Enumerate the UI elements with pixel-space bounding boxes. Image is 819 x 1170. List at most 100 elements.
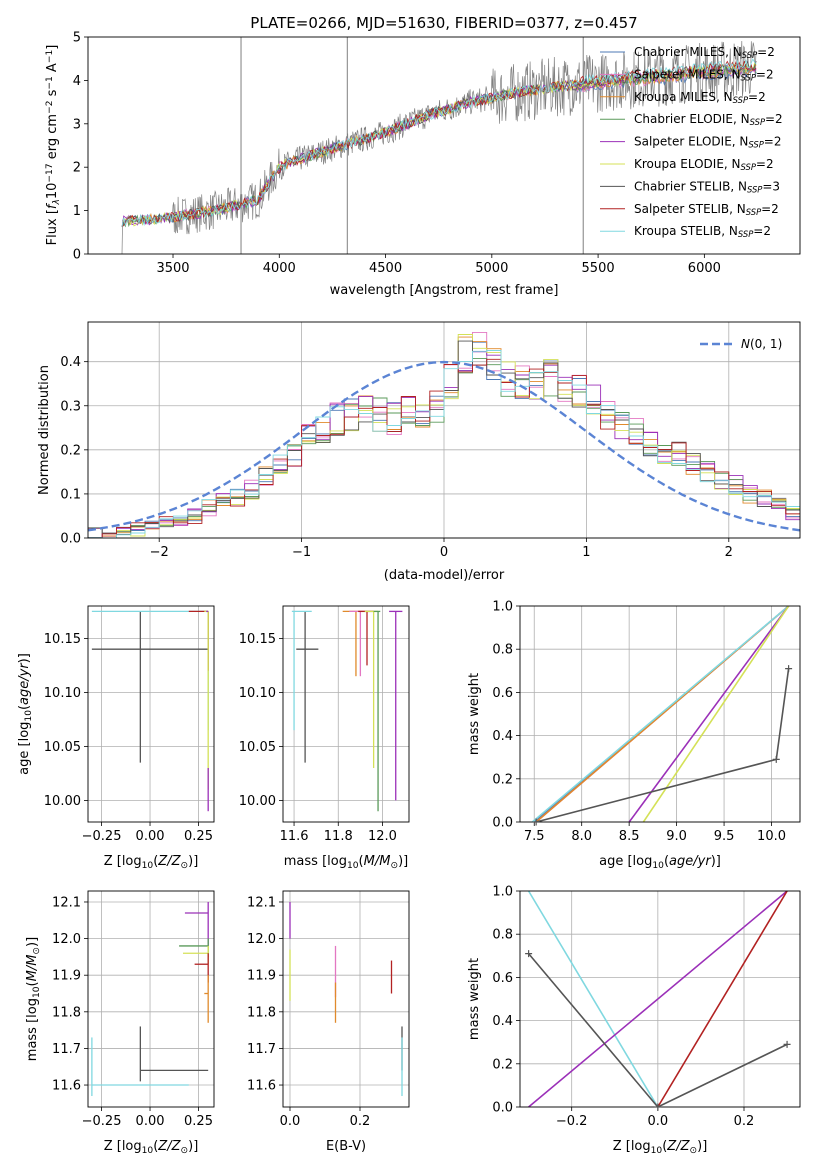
mass_vs_ebv-ytick-label: 11.7 [247,1042,276,1057]
mass_weight_vs_age-xtick-label: 10.0 [757,829,786,844]
figure-title: PLATE=0266, MJD=51630, FIBERID=0377, z=0… [250,14,637,32]
mass_weight_vs_age-axes: 7.5 8.0 8.5 9.0 9.5 10.0 0.0 0.2 0.4 0.6 0.8 1.0 [492,600,801,844]
mass_vs_ebv-xtick-label: 0.0 [280,1114,301,1129]
mass_weight_vs_age-ytick-label: 1.0 [492,600,513,615]
mass_weight_vs_age-xtick-label: 8.0 [571,829,592,844]
mass_weight_vs_age-xtick-label: 9.5 [714,829,735,844]
mass_weight_vs_Z-ylabel: mass weight [467,958,482,1040]
mass_weight_vs_Z-xtick-label: 0.0 [648,1114,669,1129]
legend-entry: Salpeter ELODIE, NSSP=2 [634,135,782,150]
residuals-xtick-label: 0 [440,545,448,560]
spectrum-model-line [121,58,757,227]
residuals-ytick-label: 0.4 [60,355,81,370]
legend-entry: Kroupa ELODIE, NSSP=2 [634,157,774,172]
mass_weight_vs_age-xtick-label: 7.5 [524,829,545,844]
spectrum-xtick-label: 5000 [475,261,508,276]
mass_weight_vs_Z-xtick-label: −0.2 [556,1114,588,1129]
age_vs_Z-xlabel: Z [log10(Z/Z⊙)] [104,854,199,871]
weight-line [531,606,790,822]
age_vs_Z-plot-area [91,610,209,812]
age_vs_Z-ytick-label: 10.00 [44,794,81,809]
spectrum-axes: 3500 4000 4500 5000 5500 6000 0 1 2 3 4 5 Chabrier M… [73,31,801,276]
age_vs_Z-ytick-label: 10.15 [44,632,81,647]
mass_weight_vs_age-ytick-label: 0.6 [492,686,513,701]
residuals-ytick-label: 0.1 [60,487,81,502]
spectrum-ytick-label: 3 [73,117,81,132]
mass_weight_vs_age-ytick-label: 0.8 [492,643,513,658]
spectrum-xtick-label: 6000 [688,261,721,276]
age_vs_Z-ytick-label: 10.05 [44,740,81,755]
mass_vs_Z-ylabel: mass [log10(M/M⊙)] [25,937,42,1061]
age_vs_Z-ylabel: age [log10(age/yr)] [17,653,34,775]
residuals-frame [87,321,801,539]
weight-line [642,606,790,822]
mass_vs_Z-ytick-label: 12.1 [52,895,81,910]
age_vs_Z-xtick-label: −0.25 [82,829,122,844]
mass_vs_ebv-ytick-label: 12.1 [247,895,276,910]
weight-line [535,668,790,822]
mass_vs_Z-ytick-label: 11.9 [52,969,81,984]
mass_vs_Z-frame [87,890,215,1108]
legend-entry: Chabrier STELIB, NSSP=3 [634,179,780,194]
mass_vs_ebv-ytick-label: 11.6 [247,1079,276,1094]
mass_vs_ebv-xtick-label: 0.2 [350,1114,371,1129]
spectrum-xlabel: wavelength [Angstrom, rest frame] [330,283,559,298]
age_vs_Z-xtick-label: 0.25 [184,829,213,844]
weight-marker [785,665,793,673]
spectrum-ytick-label: 0 [73,248,81,263]
weight-marker [654,1103,662,1111]
age_vs_mass-ytick-label: 10.10 [239,686,276,701]
mass_weight_vs_age-plot-area [531,606,790,822]
mass_weight_vs_Z-ytick-label: 0.4 [492,1014,513,1029]
mass_weight_vs_Z-plot-area [527,891,788,1107]
spectrum-frame [87,36,801,255]
mass_vs_Z-xlabel: Z [log10(Z/Z⊙)] [104,1139,199,1156]
mass_vs_Z-ytick-label: 11.6 [52,1079,81,1094]
weight-marker [772,755,780,763]
mass_weight_vs_age-xtick-label: 8.5 [619,829,640,844]
residuals-xlabel: (data-model)/error [384,568,505,583]
mass_weight_vs_Z-xtick-label: 0.2 [734,1114,755,1129]
mass_vs_Z-xtick-label: 0.25 [184,1114,213,1129]
mass_weight_vs_age-ylabel: mass weight [467,673,482,755]
mass_weight_vs_age-ytick-label: 0.4 [492,729,513,744]
age_vs_mass-axes: 11.6 11.8 12.0 10.00 10.05 10.10 10.15 [239,605,410,844]
spectrum-xtick-label: 3500 [156,261,189,276]
legend-entry: Kroupa MILES, NSSP=2 [634,90,766,105]
weight-marker [532,818,540,826]
weight-line [657,891,788,1107]
residuals-ytick-label: 0.2 [60,443,81,458]
age_vs_mass-frame [282,605,410,823]
mass_weight_vs_Z-ytick-label: 0.8 [492,928,513,943]
mass_weight_vs_Z-xlabel: Z [log10(Z/Z⊙)] [613,1139,708,1156]
spectrum-xtick-label: 4000 [263,261,296,276]
mass_vs_Z-ytick-label: 11.8 [52,1005,81,1020]
spectrum-ytick-label: 1 [73,204,81,219]
mass_vs_ebv-plot-area [289,901,403,1097]
spectrum-ytick-label: 5 [73,31,81,46]
mass_vs_Z-ytick-label: 11.7 [52,1042,81,1057]
mass_weight_vs_Z-axes: −0.2 0.0 0.2 0.0 0.2 0.4 0.6 0.8 1.0 [492,885,801,1129]
residuals-xtick-label: −2 [150,545,169,560]
residuals-xtick-label: 2 [725,545,733,560]
weight-marker [783,1040,791,1048]
residuals-ytick-label: 0.3 [60,399,81,414]
spectrum-ylabel: Flux [fλ10−17 erg cm−2 s−1 A−1] [45,45,62,246]
mass_vs_Z-axes: −0.25 0.00 0.25 11.6 11.7 11.8 11.9 12.0 12.1 [52,890,215,1129]
mass_vs_ebv-frame [282,890,410,1108]
age_vs_mass-xtick-label: 12.0 [368,829,397,844]
legend-entry-normal: N(0, 1) [741,337,782,351]
residuals-plot-area [88,331,800,538]
mass_vs_ebv-xlabel: E(B-V) [326,1139,366,1154]
age_vs_mass-ytick-label: 10.00 [239,794,276,809]
mass_weight_vs_Z-ytick-label: 0.6 [492,971,513,986]
mass_vs_Z-plot-area [91,901,209,1097]
residuals-ylabel: Normed distribution [37,365,52,495]
mass_weight_vs_Z-ytick-label: 1.0 [492,885,513,900]
mass_weight_vs_Z-ytick-label: 0.2 [492,1057,513,1072]
residuals-ytick-label: 0.0 [60,532,81,547]
histogram-step [88,350,800,538]
age_vs_mass-xtick-label: 11.8 [324,829,353,844]
age_vs_mass-xlabel: mass [log10(M/M⊙)] [284,854,408,871]
spectrum-model-line [121,60,757,228]
